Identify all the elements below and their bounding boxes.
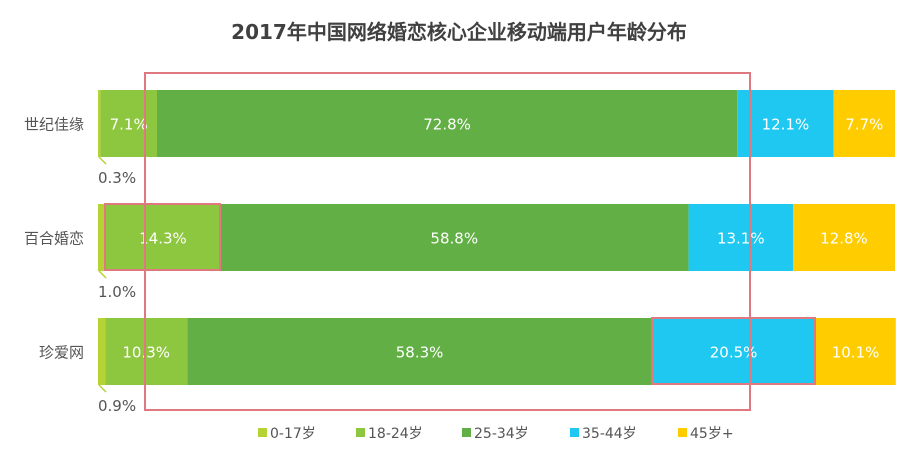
bar-segment xyxy=(651,318,816,385)
data-label: 58.3% xyxy=(396,344,444,362)
legend-label: 45岁+ xyxy=(690,426,734,442)
leader-line xyxy=(98,270,107,279)
data-label: 7.7% xyxy=(845,116,883,134)
legend-label: 0-17岁 xyxy=(270,426,316,442)
bar-segment xyxy=(105,204,220,271)
category-label: 珍爱网 xyxy=(39,344,84,362)
leader-line xyxy=(98,384,107,393)
bar-segment xyxy=(833,90,895,157)
bar-segment xyxy=(815,318,896,385)
data-label: 10.1% xyxy=(832,344,880,362)
data-label: 0.9% xyxy=(98,397,136,415)
legend-swatch xyxy=(356,428,365,437)
data-label: 12.1% xyxy=(762,116,810,134)
data-label: 10.3% xyxy=(122,344,170,362)
bar-segment xyxy=(98,318,106,385)
bar-segment xyxy=(737,90,834,157)
data-label: 1.0% xyxy=(98,283,136,301)
legend-swatch xyxy=(462,428,471,437)
data-label: 20.5% xyxy=(710,344,758,362)
legend-label: 18-24岁 xyxy=(368,426,423,442)
data-label: 14.3% xyxy=(139,230,187,248)
legend-label: 35-44岁 xyxy=(582,426,637,442)
category-label: 百合婚恋 xyxy=(24,230,84,248)
leader-line xyxy=(98,156,107,165)
bar-segment xyxy=(156,90,738,157)
data-label: 12.8% xyxy=(820,230,868,248)
bar-segment xyxy=(98,90,101,157)
bar-segment xyxy=(98,204,106,271)
bar-segment xyxy=(792,204,895,271)
category-label: 世纪佳缘 xyxy=(24,116,84,134)
bar-segment xyxy=(100,90,157,157)
data-label: 13.1% xyxy=(717,230,765,248)
chart-title: 2017年中国网络婚恋核心企业移动端用户年龄分布 xyxy=(231,20,687,44)
legend-swatch xyxy=(570,428,579,437)
legend-swatch xyxy=(678,428,687,437)
bar-segment xyxy=(187,318,652,385)
bar-segment xyxy=(105,318,188,385)
legend-label: 25-34岁 xyxy=(474,426,529,442)
bar-segment xyxy=(688,204,793,271)
data-label: 58.8% xyxy=(430,230,478,248)
data-label: 7.1% xyxy=(110,116,148,134)
legend-swatch xyxy=(258,428,267,437)
bar-segment xyxy=(219,204,689,271)
data-label: 72.8% xyxy=(423,116,471,134)
data-label: 0.3% xyxy=(98,169,136,187)
